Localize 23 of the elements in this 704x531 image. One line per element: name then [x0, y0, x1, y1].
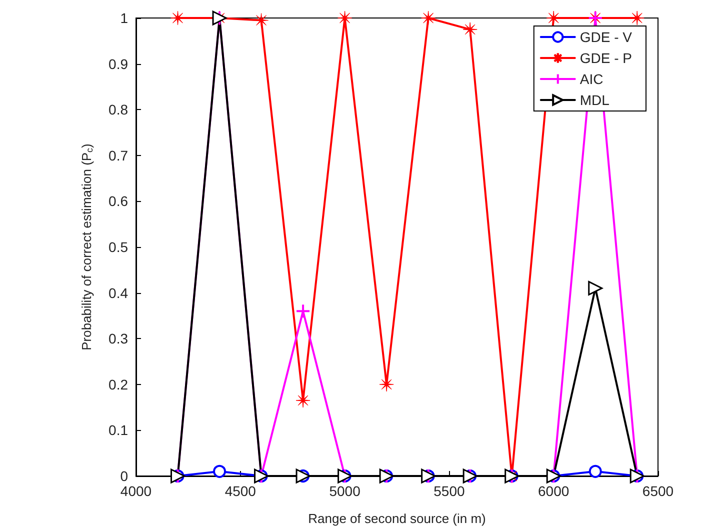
x-tick-label: 6500	[642, 483, 674, 499]
x-tick-label: 4000	[120, 483, 152, 499]
y-tick-label: 0.8	[108, 102, 128, 118]
legend-label: MDL	[580, 92, 610, 108]
y-tick-label: 0	[120, 468, 128, 484]
y-tick-label: 0.6	[108, 193, 128, 210]
y-tick-label: 0.9	[108, 56, 128, 72]
x-tick-label: 4500	[224, 483, 256, 499]
y-tick-label: 0.1	[108, 422, 128, 438]
y-tick-label: 0.3	[108, 330, 128, 347]
y-tick-label: 0.2	[108, 376, 128, 392]
y-tick-label: 0.7	[108, 147, 128, 164]
legend-label: GDE - P	[580, 50, 632, 66]
y-tick-label: 1	[120, 10, 128, 26]
x-tick-label: 5000	[329, 483, 361, 499]
x-tick-label: 5500	[434, 483, 465, 499]
y-tick-label: 0.5	[108, 239, 128, 255]
x-axis-title: Range of second source (in m)	[308, 511, 486, 526]
legend-label: AIC	[580, 71, 604, 87]
y-tick-label: 0.4	[108, 284, 128, 301]
y-axis-title: Probability of correct estimation (Pc)	[79, 144, 94, 350]
legend-label: GDE - V	[580, 29, 633, 45]
x-tick-label: 6000	[538, 483, 570, 499]
